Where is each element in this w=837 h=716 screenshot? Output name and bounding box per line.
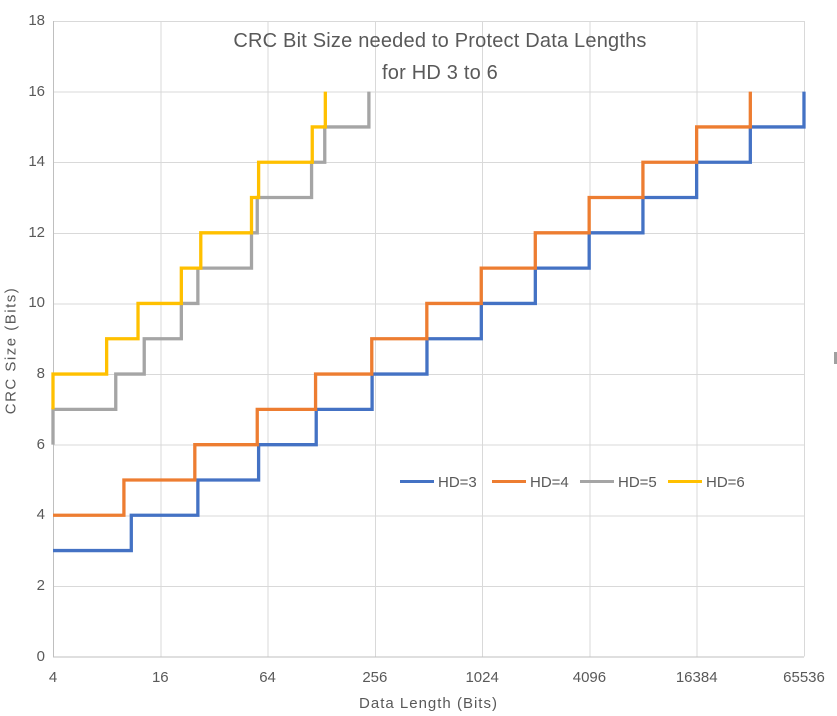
y-tick-label: 2	[36, 576, 45, 594]
chart-title-line2: for HD 3 to 6	[382, 62, 498, 84]
y-tick-label: 10	[28, 294, 45, 312]
x-tick-label: 16384	[675, 669, 718, 686]
y-tick-label: 8	[36, 365, 45, 383]
x-tick-label: 256	[362, 669, 388, 686]
y-tick-label: 18	[28, 12, 45, 29]
legend-swatch-icon	[580, 480, 614, 484]
legend-label: HD=6	[706, 474, 745, 492]
legend-label: HD=5	[618, 474, 657, 492]
legend-label: HD=4	[530, 474, 569, 492]
legend-item-hd6[interactable]: HD=6	[668, 474, 745, 493]
legend-swatch-icon	[492, 480, 526, 484]
x-tick-label: 4096	[572, 669, 607, 686]
series-hd5-line[interactable]	[51, 91, 371, 445]
legend-item-hd3[interactable]: HD=3	[400, 474, 477, 493]
y-tick-label: 14	[28, 153, 45, 171]
screen-edge-artifact	[834, 352, 837, 364]
x-tick-label: 64	[259, 669, 276, 686]
y-tick-label: 4	[36, 506, 45, 524]
legend-swatch-icon	[400, 480, 434, 484]
y-tick-label: 12	[28, 223, 45, 241]
y-tick-label: 0	[36, 647, 45, 665]
series-hd4-line[interactable]	[53, 91, 752, 517]
legend-swatch-icon	[668, 480, 702, 484]
x-tick-label: 65536	[783, 669, 825, 686]
series-hd3-line[interactable]	[53, 91, 806, 553]
legend-item-hd5[interactable]: HD=5	[580, 474, 657, 493]
legend-label: HD=3	[438, 474, 477, 492]
y-axis-title[interactable]: CRC Size (Bits)	[2, 286, 20, 415]
x-tick-label: 1024	[465, 669, 499, 686]
y-tick-label: 6	[36, 435, 45, 453]
x-tick-label: 16	[151, 669, 169, 686]
legend-item-hd4[interactable]: HD=4	[492, 474, 569, 493]
y-tick-label: 16	[28, 82, 45, 100]
x-tick-label: 4	[48, 669, 58, 686]
x-axis-title[interactable]: Data Length (Bits)	[359, 695, 498, 712]
chart-title-line1: CRC Bit Size needed to Protect Data Leng…	[233, 30, 647, 52]
chart-title[interactable]: CRC Bit Size needed to Protect Data Leng…	[64, 25, 816, 89]
series-hd6-line[interactable]	[51, 91, 327, 410]
